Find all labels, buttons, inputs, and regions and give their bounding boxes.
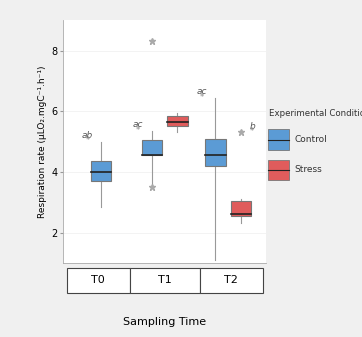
Bar <box>167 116 188 126</box>
FancyBboxPatch shape <box>67 268 130 293</box>
Bar <box>205 139 226 166</box>
Y-axis label: Respiration rate (μLO₂.mgC⁻¹.h⁻¹): Respiration rate (μLO₂.mgC⁻¹.h⁻¹) <box>38 65 47 218</box>
Text: *: * <box>250 127 254 136</box>
FancyBboxPatch shape <box>130 268 199 293</box>
Text: ab: ab <box>82 131 93 140</box>
Bar <box>142 140 162 155</box>
Text: *: * <box>136 126 140 135</box>
Text: *: * <box>199 92 203 101</box>
Text: T1: T1 <box>158 275 172 285</box>
Text: b: b <box>249 122 255 131</box>
Text: *: * <box>85 136 89 146</box>
Text: Control: Control <box>294 135 327 144</box>
Bar <box>91 161 111 181</box>
Text: T0: T0 <box>91 275 105 285</box>
Text: ac: ac <box>196 87 207 96</box>
Text: T2: T2 <box>224 275 238 285</box>
Text: ac: ac <box>133 120 143 129</box>
Bar <box>231 201 251 216</box>
Text: Stress: Stress <box>294 165 322 174</box>
FancyBboxPatch shape <box>199 268 263 293</box>
Text: Sampling Time: Sampling Time <box>123 317 206 327</box>
Text: Experimental Condition: Experimental Condition <box>269 109 362 118</box>
